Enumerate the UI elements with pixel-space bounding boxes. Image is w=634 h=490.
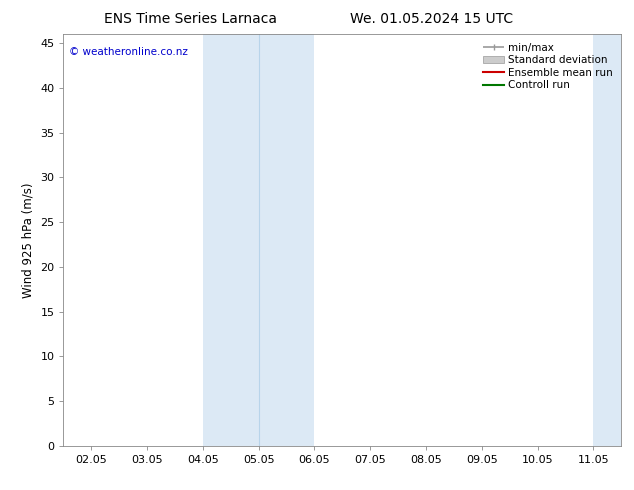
Text: We. 01.05.2024 15 UTC: We. 01.05.2024 15 UTC — [349, 12, 513, 26]
Text: © weatheronline.co.nz: © weatheronline.co.nz — [69, 47, 188, 57]
Bar — [593, 34, 621, 446]
Legend: min/max, Standard deviation, Ensemble mean run, Controll run: min/max, Standard deviation, Ensemble me… — [480, 40, 616, 94]
Text: ENS Time Series Larnaca: ENS Time Series Larnaca — [104, 12, 276, 26]
Y-axis label: Wind 925 hPa (m/s): Wind 925 hPa (m/s) — [22, 182, 35, 298]
Bar — [203, 34, 314, 446]
